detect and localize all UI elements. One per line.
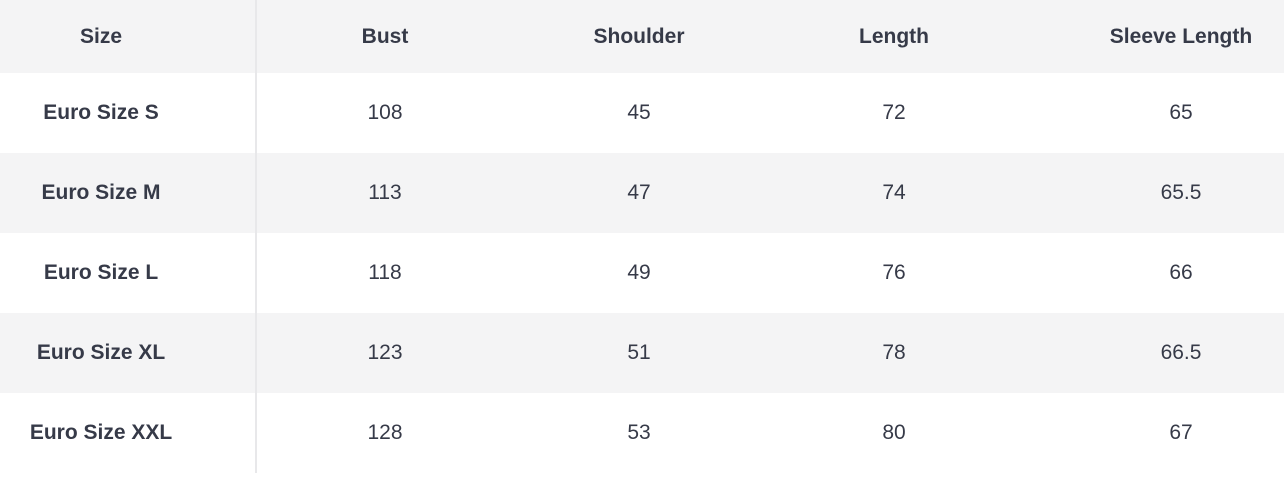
- cell-length: 74: [710, 153, 1078, 233]
- header-length: Length: [710, 0, 1078, 73]
- table-row: Euro Size L 118 49 76 66: [0, 233, 1284, 313]
- cell-shoulder: 51: [568, 313, 710, 393]
- cell-sleeve-length: 66: [1169, 261, 1193, 284]
- cell-size: Euro Size XL: [0, 313, 202, 393]
- cell-length: 76: [882, 261, 906, 284]
- cell-bust: 128: [367, 421, 403, 444]
- cell-bust: 123: [202, 313, 568, 393]
- cell-size: Euro Size S: [43, 101, 159, 124]
- cell-sleeve-length: 65.5: [1078, 153, 1284, 233]
- header-size: Size: [0, 0, 202, 73]
- cell-bust: 118: [368, 261, 402, 284]
- cell-size: Euro Size L: [43, 261, 159, 284]
- cell-size: Euro Size M: [0, 153, 202, 233]
- cell-shoulder: 45: [627, 101, 651, 124]
- column-divider: [255, 0, 257, 473]
- table-row: Euro Size XL 123 51 78 66.5: [0, 313, 1284, 393]
- header-shoulder: Shoulder: [568, 0, 710, 73]
- table-row: Euro Size S 108 45 72 65: [0, 73, 1284, 153]
- cell-sleeve-length: 65: [1169, 101, 1193, 124]
- cell-sleeve-length: 66.5: [1078, 313, 1284, 393]
- cell-shoulder: 53: [627, 421, 651, 444]
- cell-bust: 108: [367, 101, 403, 124]
- cell-length: 78: [710, 313, 1078, 393]
- header-sleeve-length: Sleeve Length: [1078, 0, 1284, 73]
- cell-shoulder: 49: [627, 261, 651, 284]
- cell-size: Euro Size XXL: [29, 421, 173, 444]
- cell-length: 80: [882, 421, 906, 444]
- cell-sleeve-length: 67: [1169, 421, 1193, 444]
- header-row: Size Bust Shoulder Length Sleeve Length: [0, 0, 1284, 73]
- cell-length: 72: [882, 101, 906, 124]
- cell-shoulder: 47: [568, 153, 710, 233]
- table-row: Euro Size M 113 47 74 65.5: [0, 153, 1284, 233]
- table-row: Euro Size XXL 128 53 80 67: [0, 393, 1284, 473]
- header-bust: Bust: [202, 0, 568, 73]
- cell-bust: 113: [202, 153, 568, 233]
